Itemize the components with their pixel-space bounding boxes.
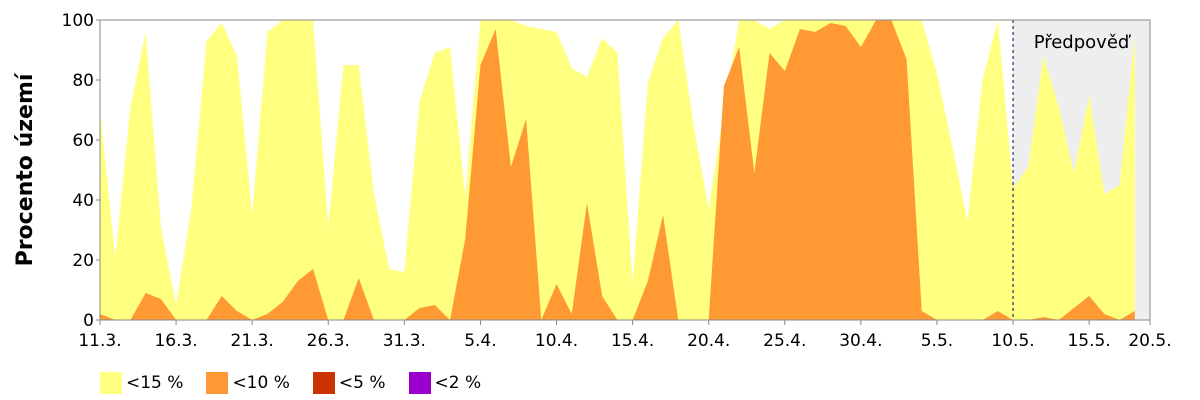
legend-swatch bbox=[100, 372, 122, 394]
legend-label: <2 % bbox=[434, 373, 482, 393]
y-tick-label: 40 bbox=[72, 191, 94, 211]
x-tick-label: 11.3. bbox=[78, 331, 121, 351]
x-tick-label: 26.3. bbox=[307, 331, 350, 351]
legend-label: <10 % bbox=[232, 373, 290, 393]
legend-item: <5 % bbox=[312, 372, 386, 394]
y-tick-label: 0 bbox=[83, 311, 94, 331]
plot-frame bbox=[99, 19, 1151, 321]
x-tick-label: 16.3. bbox=[154, 331, 197, 351]
x-tick-label: 15.5. bbox=[1067, 331, 1110, 351]
y-tick-label: 60 bbox=[72, 131, 94, 151]
legend-label: <5 % bbox=[338, 373, 386, 393]
x-tick-label: 5.4. bbox=[464, 331, 496, 351]
chart: Předpověď 0 20 40 60 80 100 11.3. 16.3. 21.3. 26… bbox=[13, 11, 1172, 351]
legend-swatch bbox=[408, 372, 431, 394]
legend: <15 % <10 % <5 % <2 % bbox=[100, 372, 504, 394]
x-tick-label: 31.3. bbox=[383, 331, 426, 351]
x-tick-label: 15.4. bbox=[611, 331, 654, 351]
legend-swatch bbox=[312, 372, 335, 394]
legend-item: <10 % bbox=[206, 372, 290, 394]
y-tick-label: 80 bbox=[72, 71, 94, 91]
legend-swatch bbox=[206, 372, 229, 394]
x-tick-label: 20.5. bbox=[1128, 331, 1171, 351]
x-tick-label: 21.3. bbox=[231, 331, 274, 351]
series-area-1 bbox=[100, 20, 1135, 320]
x-tick-label: 20.4. bbox=[687, 331, 730, 351]
forecast-label: Předpověď bbox=[1034, 32, 1132, 53]
x-tick-label: 10.4. bbox=[535, 331, 578, 351]
y-tick-label: 20 bbox=[72, 251, 94, 271]
y-axis-label: Procento území bbox=[13, 72, 38, 266]
x-tick-label: 25.4. bbox=[763, 331, 806, 351]
y-tick-label: 100 bbox=[62, 11, 94, 31]
x-tick-label: 30.4. bbox=[839, 331, 882, 351]
x-tick-label: 10.5. bbox=[991, 331, 1034, 351]
x-tick-label: 5.5. bbox=[921, 331, 953, 351]
legend-label: <15 % bbox=[126, 373, 184, 393]
legend-item: <2 % bbox=[408, 372, 482, 394]
legend-item: <15 % bbox=[100, 372, 183, 394]
